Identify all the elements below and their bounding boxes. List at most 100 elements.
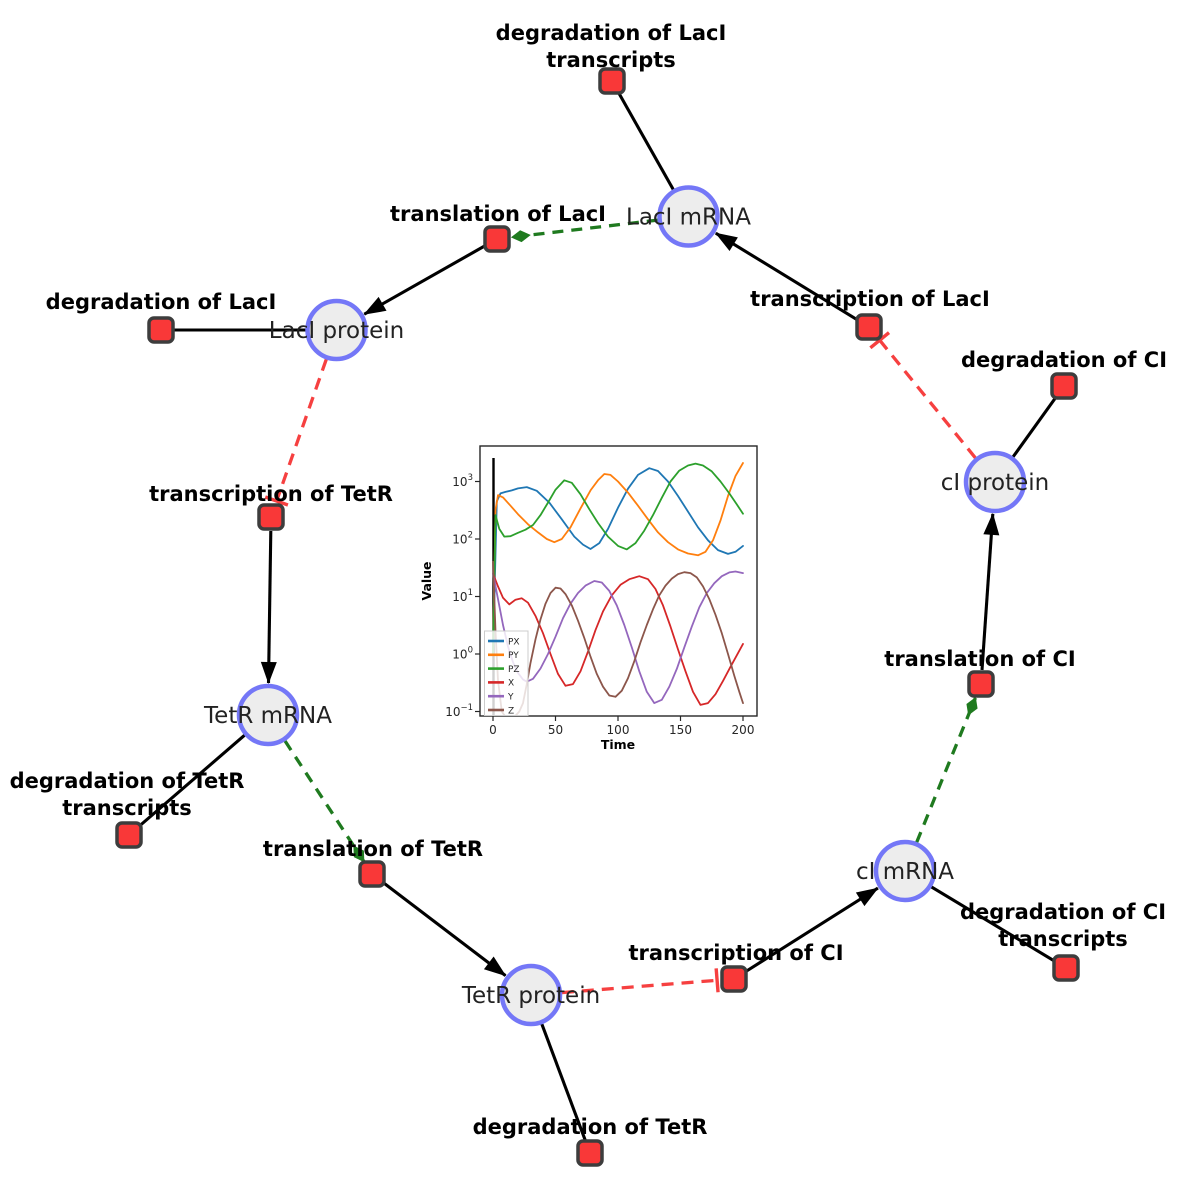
- reaction-label-line: degradation of TetR: [10, 769, 245, 793]
- reaction-node-degradation-of-laci-transcripts[interactable]: [598, 67, 626, 95]
- species-label-laci-mrna: LacI mRNA: [626, 205, 751, 231]
- edge-inhibition-tetr-protein-to-transcription-of-ci: [561, 968, 720, 995]
- species-node-laci-mrna[interactable]: [657, 185, 720, 248]
- reaction-label-translation-of-laci: translation of LacI: [390, 202, 606, 226]
- species-node-ci-protein[interactable]: [963, 450, 1027, 514]
- reaction-label-line: degradation of LacI: [46, 290, 277, 314]
- reaction-label-degradation-of-ci-transcripts: degradation of CI transcripts: [960, 900, 1166, 951]
- species-label-laci-protein: LacI protein: [269, 318, 404, 344]
- legend-entry: PZ: [488, 665, 520, 675]
- y-axis-ticks: 103 102 101 100 10−1: [445, 473, 480, 719]
- reaction-label-degradation-of-laci: degradation of LacI: [46, 290, 277, 314]
- species-label-tetr-mrna: TetR mRNA: [203, 703, 332, 729]
- species-node-tetr-mrna[interactable]: [236, 683, 300, 747]
- reaction-label-line: transcription of CI: [628, 941, 843, 965]
- edge-production-translation-of-ci-to-ci-protein: [980, 512, 1000, 671]
- x-tick-label: 0: [489, 723, 497, 737]
- edge-production-translation-of-tetr-to-tetr-protein: [382, 881, 507, 977]
- x-axis-title: Time: [601, 737, 635, 752]
- reaction-node-degradation-of-ci-transcripts[interactable]: [1052, 954, 1080, 982]
- reaction-label-line: translation of CI: [884, 647, 1075, 671]
- reaction-node-degradation-of-tetr[interactable]: [576, 1139, 604, 1167]
- species-label-ci-mrna: cI mRNA: [856, 859, 954, 885]
- nodes-layer: [115, 67, 1080, 1167]
- reaction-label-translation-of-tetr: translation of TetR: [263, 837, 483, 861]
- y-tick-label: 10−1: [445, 703, 473, 719]
- reaction-label-degradation-of-tetr-transcripts: degradation of TetR transcripts: [10, 769, 245, 820]
- edge-production-transcription-of-ci-to-ci-mrna: [744, 886, 879, 973]
- legend-entry: PY: [488, 651, 519, 661]
- reaction-label-line: transcripts: [546, 48, 676, 72]
- y-tick-label: 102: [452, 531, 473, 547]
- reaction-label-line: degradation of CI: [960, 900, 1166, 924]
- species-label-tetr-protein: TetR protein: [461, 983, 600, 1009]
- x-tick-label: 150: [669, 723, 692, 737]
- edge-production-translation-of-laci-to-laci-protein: [363, 244, 486, 316]
- y-axis-title: Value: [419, 561, 434, 600]
- reaction-label-line: translation of TetR: [263, 837, 483, 861]
- legend-entry: X: [488, 679, 514, 689]
- reaction-label-line: transcripts: [998, 927, 1128, 951]
- reaction-node-degradation-of-ci[interactable]: [1050, 372, 1078, 400]
- legend-entry: PX: [488, 637, 520, 647]
- reaction-label-transcription-of-ci: transcription of CI: [628, 941, 843, 965]
- reaction-label-degradation-of-laci-transcripts: degradation of LacI transcripts: [496, 21, 727, 72]
- labels-layer: degradation of LacI transcripts translatio…: [10, 21, 1167, 1139]
- species-node-tetr-protein[interactable]: [499, 963, 563, 1027]
- reaction-label-line: degradation of CI: [961, 348, 1167, 372]
- x-axis-ticks: 0 50 100 150 200: [489, 716, 754, 737]
- y-tick-label: 101: [452, 588, 473, 604]
- edge-consumption-ci-mrna-to-degradation-of-ci-transcripts: [904, 869, 1067, 970]
- species-node-ci-mrna[interactable]: [873, 839, 937, 903]
- reaction-label-transcription-of-tetr: transcription of TetR: [149, 482, 393, 506]
- reaction-node-transcription-of-laci[interactable]: [855, 313, 883, 341]
- chart-series-PX: [492, 467, 744, 655]
- edge-inhibition-ci-protein-to-transcription-of-laci: [869, 331, 977, 459]
- x-tick-label: 200: [732, 723, 755, 737]
- legend-entry-label: Z: [508, 706, 514, 716]
- reaction-label-translation-of-ci: translation of CI: [884, 647, 1075, 671]
- edges-layer: [127, 80, 1067, 1154]
- legend-entry-label: PX: [508, 637, 520, 647]
- reaction-label-line: translation of LacI: [390, 202, 606, 226]
- edge-inhibition-laci-protein-to-transcription-of-tetr: [264, 358, 328, 507]
- legend-box: [484, 630, 529, 716]
- reaction-label-degradation-of-tetr: degradation of TetR: [473, 1115, 708, 1139]
- legend-entry: Z: [488, 706, 514, 716]
- legend-entry-label: X: [508, 679, 514, 689]
- edge-modifier-tetr-mrna-to-translation-of-tetr: [283, 739, 366, 863]
- reaction-node-transcription-of-tetr[interactable]: [257, 503, 285, 531]
- reaction-label-line: degradation of TetR: [473, 1115, 708, 1139]
- reaction-label-line: degradation of LacI: [496, 21, 727, 45]
- inset-timecourse-chart: 0 50 100 150 200 103 102 101 100 10−1 Ti…: [419, 445, 758, 752]
- chart-series-PY: [492, 462, 744, 655]
- legend-entry-label: Y: [507, 693, 514, 703]
- y-tick-label: 103: [452, 473, 473, 489]
- y-tick-label: 100: [452, 646, 473, 662]
- reaction-label-line: transcription of TetR: [149, 482, 393, 506]
- chart-legend: PX PY PZ X Y Z: [484, 630, 529, 716]
- reaction-label-degradation-of-ci: degradation of CI: [961, 348, 1167, 372]
- reaction-label-transcription-of-laci: transcription of LacI: [750, 287, 990, 311]
- legend-entry: Y: [488, 693, 514, 703]
- reaction-label-line: transcription of LacI: [750, 287, 990, 311]
- edge-modifier-laci-mrna-to-translation-of-laci: [510, 218, 658, 243]
- edge-modifier-ci-mrna-to-translation-of-ci: [915, 696, 978, 843]
- species-node-laci-protein[interactable]: [305, 298, 368, 362]
- reaction-node-translation-of-laci[interactable]: [483, 225, 511, 253]
- x-tick-label: 100: [607, 723, 630, 737]
- legend-entry-label: PY: [508, 651, 519, 661]
- x-tick-label: 50: [548, 723, 563, 737]
- reaction-node-degradation-of-tetr-transcripts[interactable]: [115, 821, 143, 849]
- reaction-node-degradation-of-laci[interactable]: [147, 316, 175, 344]
- legend-entry-label: PZ: [508, 665, 520, 675]
- species-label-ci-protein: cI protein: [941, 470, 1050, 496]
- edge-production-transcription-of-tetr-to-tetr-mrna: [260, 530, 277, 684]
- reaction-node-transcription-of-ci[interactable]: [720, 965, 748, 993]
- reaction-label-line: transcripts: [62, 796, 192, 820]
- reaction-node-translation-of-ci[interactable]: [967, 670, 995, 698]
- chart-series-PZ: [492, 462, 744, 655]
- reaction-node-translation-of-tetr[interactable]: [358, 860, 386, 888]
- edge-production-transcription-of-laci-to-laci-mrna: [714, 231, 858, 322]
